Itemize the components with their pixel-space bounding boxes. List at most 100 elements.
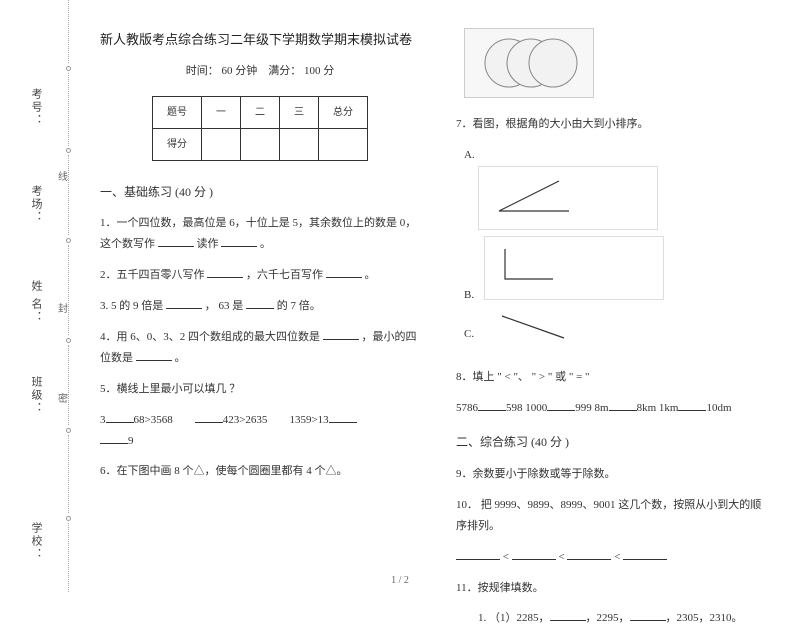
question-4: 4．用 6、0、3、2 四个数组成的最大四位数是 ，最小的四 位数是 。 xyxy=(100,327,420,369)
q5-text: 5．横线上里最小可以填几 ？ xyxy=(100,383,240,395)
seal-mark-seal: 封 xyxy=(58,300,68,315)
question-9: 9．余数要小于除数或等于除数。 xyxy=(456,464,776,485)
question-2: 2．五千四百零八写作 ，六千七百写作 。 xyxy=(100,265,420,286)
q5-e: 9 xyxy=(128,435,134,447)
binding-line xyxy=(68,435,69,513)
label-school: 学校： xyxy=(28,522,44,561)
q11-1-b: ，2295， xyxy=(586,612,630,624)
q3-text-c: 的 7 倍。 xyxy=(277,300,321,312)
lt-3: < xyxy=(614,551,620,563)
fill-blank[interactable] xyxy=(195,411,223,423)
fill-blank[interactable] xyxy=(166,297,202,309)
time-value: 60 分钟 xyxy=(222,65,258,77)
question-10-answer: < < < xyxy=(456,547,776,568)
question-5: 5．横线上里最小可以填几 ？ xyxy=(100,379,420,400)
fullscore-label: 满分： xyxy=(268,65,301,77)
binding-dot xyxy=(66,428,71,433)
option-a-label: A. xyxy=(464,145,776,166)
th-1: 一 xyxy=(202,96,241,128)
fill-blank[interactable] xyxy=(478,399,506,411)
score-table: 题号 一 二 三 总分 得分 xyxy=(152,96,368,161)
exam-title: 新人教版考点综合练习二年级下学期数学期末模拟试卷 xyxy=(100,28,420,53)
table-row: 得分 xyxy=(153,128,368,160)
angle-b-box xyxy=(484,236,664,300)
page-footer: 1 / 2 xyxy=(0,575,800,586)
q4-text-d: 。 xyxy=(175,352,186,364)
question-6: 6．在下图中画 8 个△，使每个圆圈里都有 4 个△。 xyxy=(100,461,420,482)
fill-blank[interactable] xyxy=(158,235,194,247)
label-exam-room: 考场： xyxy=(28,185,44,224)
fill-blank[interactable] xyxy=(207,266,243,278)
fill-blank[interactable] xyxy=(456,548,500,560)
td-blank xyxy=(202,128,241,160)
fill-blank[interactable] xyxy=(630,609,666,621)
fill-blank[interactable] xyxy=(329,411,357,423)
binding-dot xyxy=(66,148,71,153)
question-8: 8．填上 " < "、 " > " 或 " = " xyxy=(456,367,776,388)
fill-blank[interactable] xyxy=(567,548,611,560)
q4-text-b: ，最小的四 xyxy=(362,331,417,343)
binding-line xyxy=(68,245,69,335)
q1-text-a: 1．一个四位数，最高位是 6，十位上是 5，其余数位上的数是 0， xyxy=(100,217,416,229)
seal-mark-secret: 密 xyxy=(58,390,68,405)
label-exam-number: 考号： xyxy=(28,88,44,127)
td-blank xyxy=(280,128,319,160)
section-2-head: 二、综合练习 (40 分 ) xyxy=(456,431,776,454)
q4-text-c: 位数是 xyxy=(100,352,133,364)
lt-1: < xyxy=(503,551,509,563)
option-b-label: B. xyxy=(464,285,474,306)
td-blank xyxy=(319,128,368,160)
q8-a: 5786 xyxy=(456,402,478,414)
binding-dot xyxy=(66,516,71,521)
fill-blank[interactable] xyxy=(623,548,667,560)
binding-column xyxy=(68,0,70,592)
q1-text-c: 读作 xyxy=(197,238,219,250)
th-3: 三 xyxy=(280,96,319,128)
fill-blank[interactable] xyxy=(547,399,575,411)
fill-blank[interactable] xyxy=(550,609,586,621)
seal-mark-line: 线 xyxy=(58,168,68,183)
q10-text-b: 序排列。 xyxy=(456,520,500,532)
fill-blank[interactable] xyxy=(609,399,637,411)
time-label: 时间： xyxy=(186,65,219,77)
fill-blank[interactable] xyxy=(678,399,706,411)
venn-svg xyxy=(465,29,593,97)
th-num: 题号 xyxy=(153,96,202,128)
page-content: 新人教版考点综合练习二年级下学期数学期末模拟试卷 时间： 60 分钟 满分： 1… xyxy=(100,28,780,639)
fill-blank[interactable] xyxy=(323,328,359,340)
question-5-line: 368>3568 423>2635 1359>13 9 xyxy=(100,410,420,452)
fill-blank[interactable] xyxy=(326,266,362,278)
fill-blank[interactable] xyxy=(136,349,172,361)
binding-line xyxy=(68,73,69,146)
q3-text-a: 3. 5 的 9 倍是 xyxy=(100,300,163,312)
q5-b: 68>3568 xyxy=(134,414,173,426)
binding-dot xyxy=(66,338,71,343)
q8-c: 999 8m xyxy=(575,402,608,414)
q8-d: 8km 1km xyxy=(637,402,679,414)
th-total: 总分 xyxy=(319,96,368,128)
q11-1-a: 1. （1）2285， xyxy=(478,612,550,624)
exam-subtitle: 时间： 60 分钟 满分： 100 分 xyxy=(100,61,420,82)
question-10: 10． 把 9999、9899、8999、9001 这几个数，按照从小到大的顺 … xyxy=(456,495,776,537)
fill-blank[interactable] xyxy=(100,432,128,444)
q4-text-a: 4．用 6、0、3、2 四个数组成的最大四位数是 xyxy=(100,331,320,343)
q2-text-c: 。 xyxy=(365,269,376,281)
fill-blank[interactable] xyxy=(106,411,134,423)
binding-dot xyxy=(66,238,71,243)
angle-a-box xyxy=(478,166,658,230)
angle-b-icon xyxy=(495,243,565,285)
q8-e: 10dm xyxy=(706,402,731,414)
angle-a-icon xyxy=(489,173,579,215)
td-blank xyxy=(241,128,280,160)
venn-diagram xyxy=(464,28,594,98)
fill-blank[interactable] xyxy=(246,297,274,309)
question-1: 1．一个四位数，最高位是 6，十位上是 5，其余数位上的数是 0， 这个数写作 … xyxy=(100,213,420,255)
q5-c: 423>2635 xyxy=(223,414,268,426)
binding-line xyxy=(68,155,69,235)
question-7: 7．看图，根据角的大小由大到小排序。 xyxy=(456,114,776,135)
q8-b: 598 1000 xyxy=(506,402,547,414)
fill-blank[interactable] xyxy=(221,235,257,247)
td-score-label: 得分 xyxy=(153,128,202,160)
fill-blank[interactable] xyxy=(512,548,556,560)
q10-text-a: 10． 把 9999、9899、8999、9001 这几个数，按照从小到大的顺 xyxy=(456,499,761,511)
